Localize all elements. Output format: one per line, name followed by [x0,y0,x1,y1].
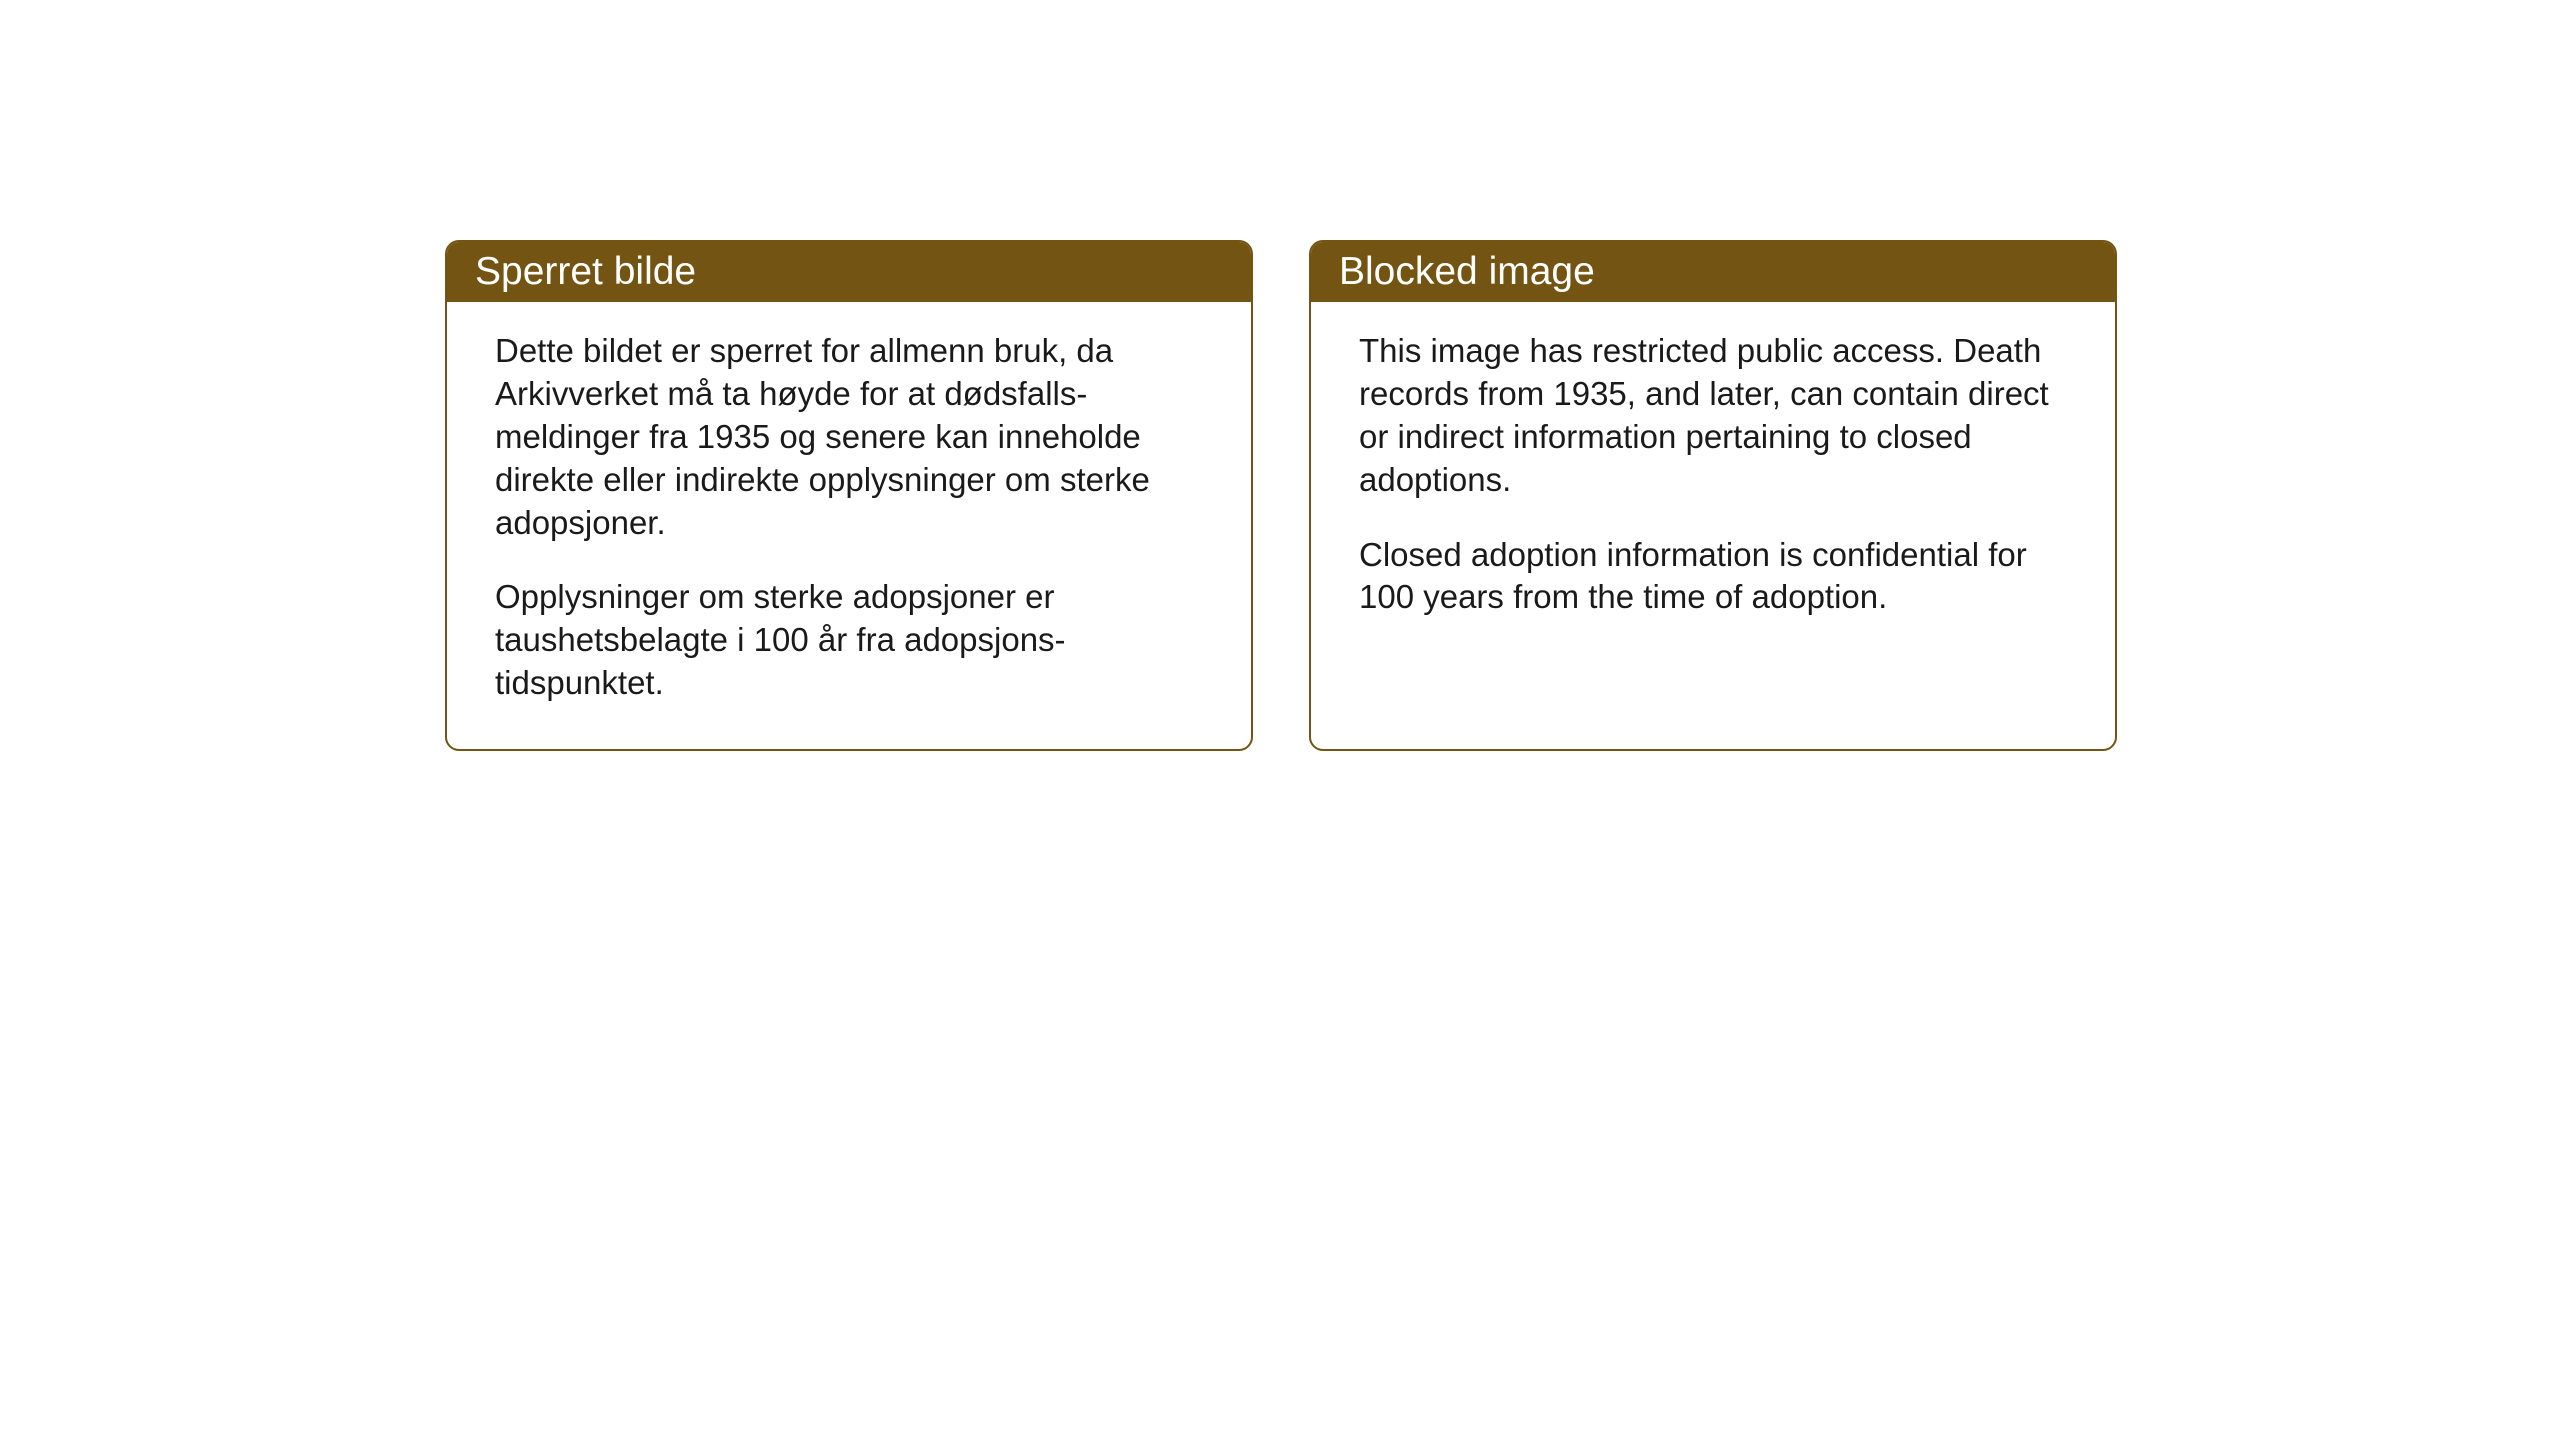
english-notice-card: Blocked image This image has restricted … [1309,240,2117,751]
english-card-header: Blocked image [1311,242,2115,302]
norwegian-paragraph-2: Opplysninger om sterke adopsjoner er tau… [495,576,1203,705]
norwegian-card-body: Dette bildet er sperret for allmenn bruk… [447,302,1251,749]
english-paragraph-2: Closed adoption information is confident… [1359,534,2067,620]
norwegian-card-header: Sperret bilde [447,242,1251,302]
norwegian-paragraph-1: Dette bildet er sperret for allmenn bruk… [495,330,1203,544]
english-card-body: This image has restricted public access.… [1311,302,2115,663]
english-paragraph-1: This image has restricted public access.… [1359,330,2067,502]
norwegian-notice-card: Sperret bilde Dette bildet er sperret fo… [445,240,1253,751]
notice-container: Sperret bilde Dette bildet er sperret fo… [445,240,2117,751]
